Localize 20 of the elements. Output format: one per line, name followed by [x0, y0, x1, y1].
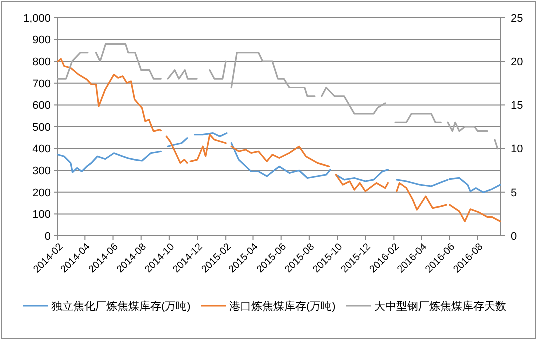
legend-label: 大中型钢厂炼焦煤库存天数 [374, 300, 506, 313]
y2-tick-label: 5 [511, 187, 518, 200]
y2-tick-label: 0 [511, 230, 518, 243]
y-tick-label: 400 [32, 144, 51, 156]
y-tick-label: 800 [32, 56, 51, 68]
y-tick-label: 1,000 [23, 12, 51, 25]
legend-label: 独立焦化厂炼焦煤库存(万吨) [52, 300, 191, 313]
y-tick-label: 500 [32, 122, 51, 134]
y-tick-label: 300 [32, 165, 51, 178]
y-tick-label: 200 [32, 187, 51, 200]
legend-label: 港口炼焦煤库存(万吨) [230, 300, 336, 313]
y2-tick-label: 15 [511, 100, 524, 112]
y-tick-label: 0 [44, 230, 51, 243]
y2-tick-label: 20 [511, 56, 524, 68]
y-tick-label: 100 [32, 209, 51, 222]
y-tick-label: 700 [32, 78, 51, 90]
y2-tick-label: 10 [511, 144, 524, 156]
y-tick-label: 900 [32, 34, 51, 47]
y2-tick-label: 25 [511, 12, 524, 25]
y-tick-label: 600 [32, 100, 51, 112]
